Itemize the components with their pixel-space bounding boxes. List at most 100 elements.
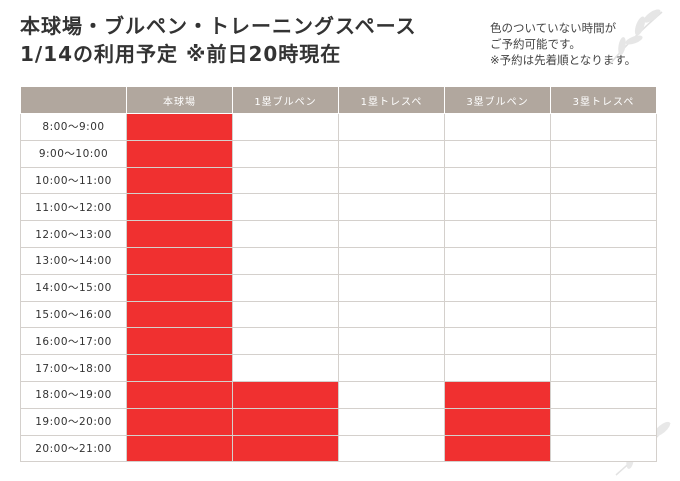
column-header-third-base-training: 3塁トレスペ bbox=[550, 86, 657, 114]
availability-note: 色のついていない時間が ご予約可能です。 ※予約は先着順となります。 bbox=[490, 20, 636, 68]
available-slot-first-base-bullpen bbox=[232, 273, 339, 302]
time-slot-label: 20:00〜21:00 bbox=[20, 434, 127, 463]
table-row: 16:00〜17:00 bbox=[20, 327, 657, 356]
booked-slot-first-base-bullpen bbox=[232, 380, 339, 409]
available-slot-third-base-bullpen bbox=[444, 273, 551, 302]
note-line-1: 色のついていない時間が bbox=[490, 21, 617, 35]
note-line-2: ご予約可能です。 bbox=[490, 37, 581, 51]
available-slot-third-base-training bbox=[550, 113, 657, 141]
booked-slot-main-field bbox=[126, 113, 233, 141]
booked-slot-main-field bbox=[126, 300, 233, 329]
booked-slot-main-field bbox=[126, 139, 233, 168]
table-row: 8:00〜9:00 bbox=[20, 113, 657, 141]
available-slot-first-base-bullpen bbox=[232, 166, 339, 195]
available-slot-third-base-bullpen bbox=[444, 113, 551, 141]
time-slot-label: 12:00〜13:00 bbox=[20, 220, 127, 248]
note-line-3: ※予約は先着順となります。 bbox=[490, 53, 637, 67]
available-slot-first-base-training bbox=[338, 273, 445, 302]
booked-slot-first-base-bullpen bbox=[232, 407, 339, 436]
column-header-first-base-bullpen: 1塁ブルペン bbox=[232, 86, 339, 114]
available-slot-third-base-training bbox=[550, 273, 657, 302]
available-slot-first-base-training bbox=[338, 407, 445, 436]
booked-slot-main-field bbox=[126, 273, 233, 302]
booked-slot-main-field bbox=[126, 246, 233, 275]
time-slot-label: 10:00〜11:00 bbox=[20, 166, 127, 195]
available-slot-third-base-bullpen bbox=[444, 246, 551, 275]
page-title: 本球場・ブルペン・トレーニングスペース 1/14の利用予定 ※前日20時現在 bbox=[20, 12, 417, 68]
available-slot-first-base-training bbox=[338, 220, 445, 248]
column-header-main-field: 本球場 bbox=[126, 86, 233, 114]
booked-slot-main-field bbox=[126, 380, 233, 409]
available-slot-third-base-training bbox=[550, 300, 657, 329]
title-line-facilities: 本球場・ブルペン・トレーニングスペース bbox=[20, 14, 417, 38]
available-slot-third-base-training bbox=[550, 193, 657, 222]
booked-slot-main-field bbox=[126, 166, 233, 195]
booked-slot-third-base-bullpen bbox=[444, 434, 551, 463]
available-slot-first-base-bullpen bbox=[232, 246, 339, 275]
table-row: 12:00〜13:00 bbox=[20, 220, 657, 248]
table-row: 13:00〜14:00 bbox=[20, 246, 657, 275]
available-slot-first-base-bullpen bbox=[232, 327, 339, 356]
booked-slot-main-field bbox=[126, 407, 233, 436]
available-slot-first-base-bullpen bbox=[232, 139, 339, 168]
available-slot-first-base-training bbox=[338, 300, 445, 329]
available-slot-first-base-bullpen bbox=[232, 354, 339, 382]
table-row: 9:00〜10:00 bbox=[20, 139, 657, 168]
booked-slot-first-base-bullpen bbox=[232, 434, 339, 463]
title-line-date: 1/14の利用予定 ※前日20時現在 bbox=[20, 42, 342, 66]
table-row: 19:00〜20:00 bbox=[20, 407, 657, 436]
table-row: 10:00〜11:00 bbox=[20, 166, 657, 195]
available-slot-first-base-training bbox=[338, 113, 445, 141]
table-row: 14:00〜15:00 bbox=[20, 273, 657, 302]
available-slot-first-base-training bbox=[338, 139, 445, 168]
available-slot-first-base-bullpen bbox=[232, 113, 339, 141]
time-slot-label: 8:00〜9:00 bbox=[20, 113, 127, 141]
booked-slot-third-base-bullpen bbox=[444, 407, 551, 436]
available-slot-third-base-training bbox=[550, 246, 657, 275]
booked-slot-main-field bbox=[126, 193, 233, 222]
available-slot-third-base-training bbox=[550, 166, 657, 195]
schedule-header-row: 本球場 1塁ブルペン 1塁トレスペ 3塁ブルペン 3塁トレスペ bbox=[20, 86, 657, 114]
table-row: 18:00〜19:00 bbox=[20, 380, 657, 409]
available-slot-third-base-bullpen bbox=[444, 354, 551, 382]
available-slot-first-base-training bbox=[338, 354, 445, 382]
time-slot-label: 11:00〜12:00 bbox=[20, 193, 127, 222]
table-row: 17:00〜18:00 bbox=[20, 354, 657, 382]
booked-slot-main-field bbox=[126, 220, 233, 248]
column-header-first-base-training: 1塁トレスペ bbox=[338, 86, 445, 114]
available-slot-first-base-bullpen bbox=[232, 300, 339, 329]
time-slot-label: 13:00〜14:00 bbox=[20, 246, 127, 275]
available-slot-third-base-bullpen bbox=[444, 139, 551, 168]
time-column-header bbox=[20, 86, 127, 114]
available-slot-first-base-training bbox=[338, 166, 445, 195]
available-slot-third-base-training bbox=[550, 407, 657, 436]
time-slot-label: 15:00〜16:00 bbox=[20, 300, 127, 329]
available-slot-third-base-training bbox=[550, 327, 657, 356]
available-slot-first-base-training bbox=[338, 246, 445, 275]
available-slot-first-base-training bbox=[338, 193, 445, 222]
available-slot-first-base-bullpen bbox=[232, 193, 339, 222]
table-row: 20:00〜21:00 bbox=[20, 434, 657, 463]
time-slot-label: 18:00〜19:00 bbox=[20, 380, 127, 409]
available-slot-third-base-bullpen bbox=[444, 300, 551, 329]
schedule-table: 本球場 1塁ブルペン 1塁トレスペ 3塁ブルペン 3塁トレスペ 8:00〜9:0… bbox=[20, 86, 657, 463]
time-slot-label: 9:00〜10:00 bbox=[20, 139, 127, 168]
available-slot-third-base-training bbox=[550, 139, 657, 168]
available-slot-first-base-bullpen bbox=[232, 220, 339, 248]
available-slot-third-base-training bbox=[550, 434, 657, 463]
available-slot-third-base-bullpen bbox=[444, 166, 551, 195]
time-slot-label: 19:00〜20:00 bbox=[20, 407, 127, 436]
available-slot-third-base-training bbox=[550, 380, 657, 409]
available-slot-first-base-training bbox=[338, 380, 445, 409]
available-slot-third-base-training bbox=[550, 220, 657, 248]
table-row: 15:00〜16:00 bbox=[20, 300, 657, 329]
table-row: 11:00〜12:00 bbox=[20, 193, 657, 222]
available-slot-third-base-bullpen bbox=[444, 327, 551, 356]
booked-slot-main-field bbox=[126, 354, 233, 382]
available-slot-first-base-training bbox=[338, 327, 445, 356]
available-slot-third-base-bullpen bbox=[444, 220, 551, 248]
schedule-body: 8:00〜9:00 9:00〜10:00 10:00〜11:00 11:00〜12:0… bbox=[20, 113, 657, 463]
time-slot-label: 14:00〜15:00 bbox=[20, 273, 127, 302]
booked-slot-third-base-bullpen bbox=[444, 380, 551, 409]
time-slot-label: 17:00〜18:00 bbox=[20, 354, 127, 382]
